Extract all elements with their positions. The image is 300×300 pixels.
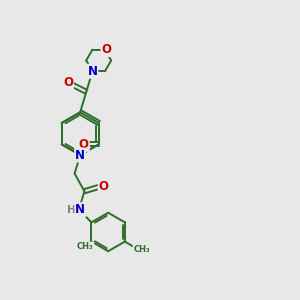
Text: N: N bbox=[75, 203, 85, 216]
Text: H: H bbox=[67, 205, 76, 215]
Text: N: N bbox=[75, 148, 85, 162]
Text: O: O bbox=[79, 138, 89, 151]
Text: O: O bbox=[63, 76, 73, 89]
Text: O: O bbox=[99, 180, 109, 193]
Text: CH₃: CH₃ bbox=[77, 242, 94, 251]
Text: O: O bbox=[101, 43, 111, 56]
Text: N: N bbox=[88, 65, 98, 78]
Text: CH₃: CH₃ bbox=[134, 245, 150, 254]
